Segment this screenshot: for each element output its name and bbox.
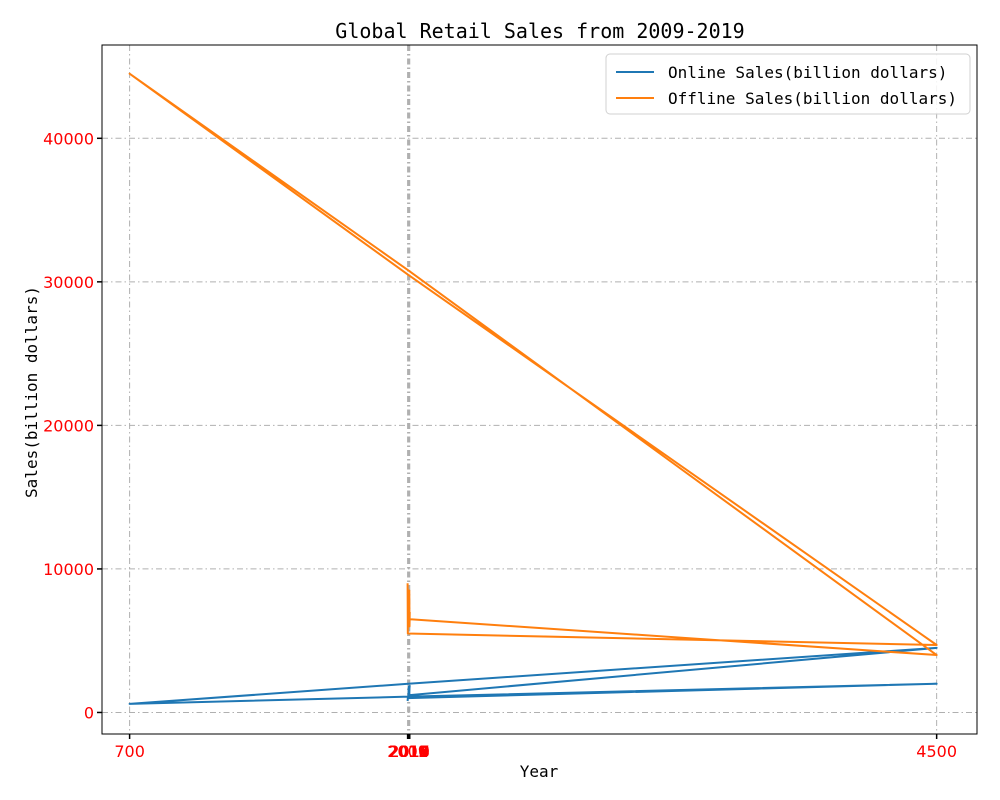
x-tick-label: 700 — [114, 742, 145, 761]
plot-frame — [101, 44, 978, 735]
x-tick-label: 2018 — [389, 742, 430, 761]
y-tick-label: 30000 — [43, 273, 94, 292]
axis-ticks: 700 2009201020112012201320142015201620172… — [43, 129, 957, 761]
series-line-offline — [128, 72, 938, 657]
legend-entry: Offline Sales(billion dollars) — [668, 89, 957, 108]
y-axis-label: Sales(billion dollars) — [22, 286, 41, 498]
x-tick-label: 2016 — [389, 742, 430, 761]
x-tick-label: 2013 — [388, 742, 429, 761]
x-tick-label: 2009 — [387, 742, 428, 761]
series-line-online — [128, 646, 938, 705]
x-tick-label: 2012 — [388, 742, 429, 761]
grid — [102, 45, 977, 734]
y-tick-label: 20000 — [43, 416, 94, 435]
y-tick-label: 10000 — [43, 560, 94, 579]
x-tick-label: 4500 — [916, 742, 957, 761]
x-tick-label: 2017 — [389, 742, 430, 761]
x-tick-label: 2010 — [387, 742, 428, 761]
legend: Online Sales(billion dollars) Offline Sal… — [605, 53, 971, 115]
series-lines — [128, 72, 938, 705]
x-axis-label: Year — [520, 762, 559, 781]
y-tick-label: 40000 — [43, 129, 94, 148]
y-tick-label: 0 — [84, 703, 94, 722]
x-tick-label: 2019 — [389, 742, 430, 761]
x-tick-label: 2011 — [388, 742, 429, 761]
legend-box — [605, 53, 971, 115]
x-tick-label: 2015 — [389, 742, 430, 761]
x-tick-label: 2014 — [388, 742, 429, 761]
legend-entry: Online Sales(billion dollars) — [668, 63, 947, 82]
chart-title: Global Retail Sales from 2009-2019 — [335, 19, 744, 43]
